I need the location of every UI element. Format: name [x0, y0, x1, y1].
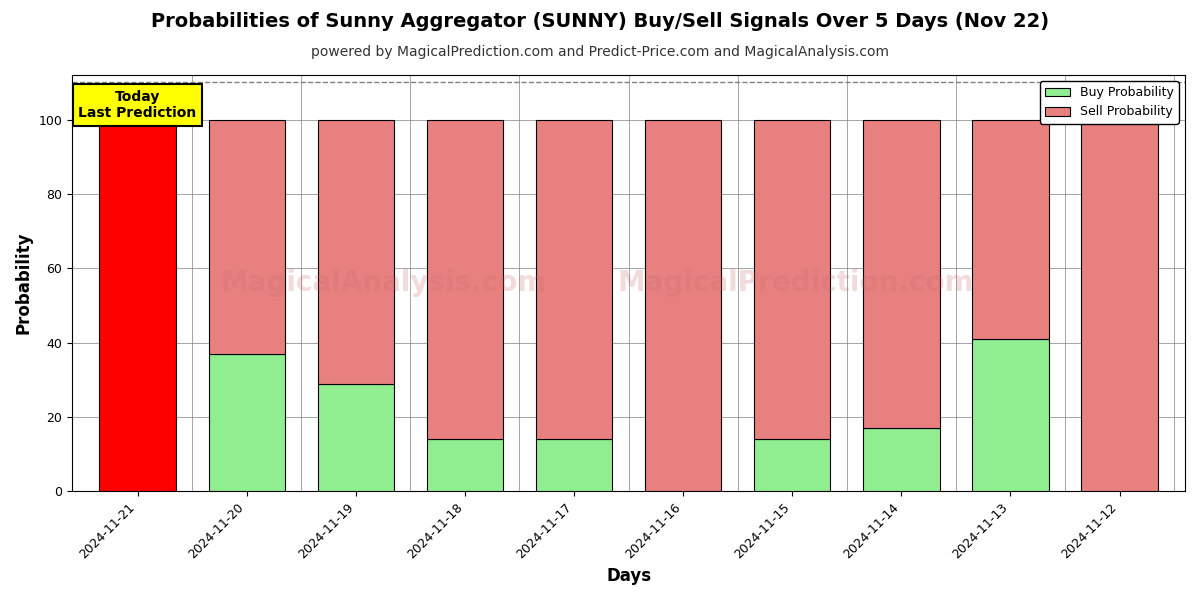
Text: Probabilities of Sunny Aggregator (SUNNY) Buy/Sell Signals Over 5 Days (Nov 22): Probabilities of Sunny Aggregator (SUNNY… [151, 12, 1049, 31]
Bar [972, 339, 1049, 491]
Bar [318, 119, 394, 383]
Text: powered by MagicalPrediction.com and Predict-Price.com and MagicalAnalysis.com: powered by MagicalPrediction.com and Pre… [311, 45, 889, 59]
Bar [536, 439, 612, 491]
Bar [863, 428, 940, 491]
Text: Today
Last Prediction: Today Last Prediction [78, 90, 197, 120]
Bar [209, 354, 284, 491]
Text: MagicalAnalysis.com: MagicalAnalysis.com [221, 269, 547, 297]
Bar [972, 119, 1049, 339]
Bar [536, 119, 612, 439]
X-axis label: Days: Days [606, 567, 652, 585]
Bar [1081, 119, 1158, 491]
Bar [644, 119, 721, 491]
Bar [100, 119, 176, 491]
Bar [754, 119, 830, 439]
Bar [427, 439, 503, 491]
Bar [754, 439, 830, 491]
Bar [209, 119, 284, 354]
Y-axis label: Probability: Probability [16, 232, 34, 334]
Bar [427, 119, 503, 439]
Legend: Buy Probability, Sell Probability: Buy Probability, Sell Probability [1040, 81, 1178, 124]
Text: MagicalPrediction.com: MagicalPrediction.com [617, 269, 973, 297]
Bar [318, 383, 394, 491]
Bar [863, 119, 940, 428]
